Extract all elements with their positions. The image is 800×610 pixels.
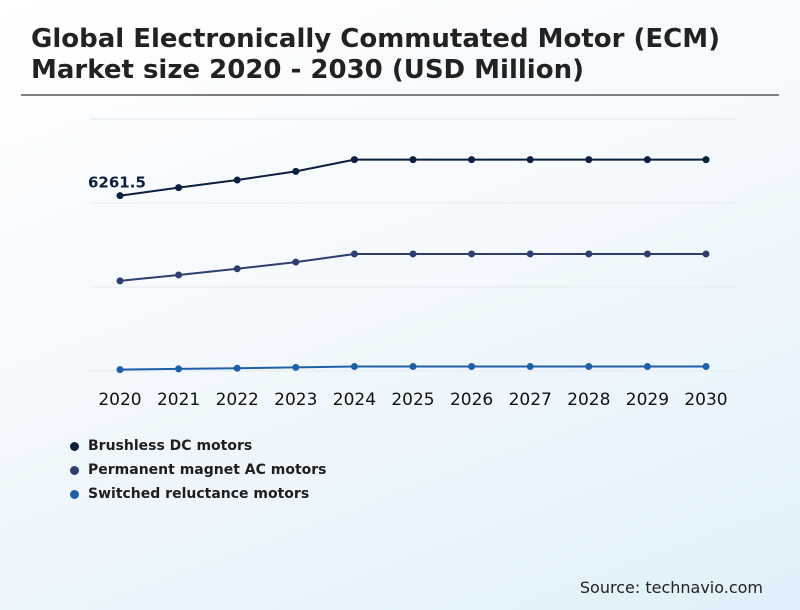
legend-item-switched-reluctance: Switched reluctance motors (70, 482, 327, 506)
data-point (175, 271, 183, 279)
data-label: 6261.5 (88, 174, 146, 192)
data-point (116, 277, 124, 285)
value-labels: 6261.5 (88, 174, 146, 192)
data-point (409, 156, 417, 164)
legend-label: Switched reluctance motors (88, 486, 310, 502)
data-point (468, 363, 476, 371)
data-point (116, 192, 124, 200)
x-tick-label: 2028 (567, 390, 610, 410)
x-tick-label: 2027 (509, 390, 552, 410)
data-point (233, 364, 241, 372)
legend-item-permanent-magnet-ac: Permanent magnet AC motors (70, 458, 327, 482)
data-point (526, 156, 534, 164)
line-chart: 6261.5 2020 2021 2022 2023 2024 2025 2026 2027 2… (88, 118, 736, 410)
gridlines (90, 118, 736, 372)
series-lines (116, 156, 710, 374)
x-tick-label: 2025 (391, 390, 434, 410)
data-point (585, 250, 593, 258)
data-point (292, 167, 300, 175)
legend-label: Brushless DC motors (88, 438, 253, 454)
data-point (643, 363, 651, 371)
title-divider (21, 94, 779, 96)
chart-title: Global Electronically Commutated Motor (… (31, 24, 720, 85)
data-point (233, 265, 241, 273)
data-point (409, 250, 417, 258)
data-point (526, 363, 534, 371)
legend-marker (70, 441, 79, 451)
data-point (175, 184, 183, 192)
series-line (119, 252, 706, 282)
legend: Brushless DC motors Permanent magnet AC … (70, 434, 327, 506)
data-point (585, 363, 593, 371)
data-point (526, 250, 534, 258)
legend-marker (70, 489, 79, 499)
x-tick-label: 2029 (626, 390, 669, 410)
data-point (468, 250, 476, 258)
source-credit: Source: technavio.com (579, 578, 763, 597)
legend-label: Permanent magnet AC motors (88, 462, 327, 478)
data-point (702, 363, 710, 371)
data-point (233, 176, 241, 184)
data-point (643, 156, 651, 164)
data-point (350, 250, 358, 258)
series-line (119, 158, 706, 197)
data-point (175, 365, 183, 373)
x-tick-label: 2021 (157, 390, 200, 410)
data-point (292, 363, 300, 371)
data-point (409, 363, 417, 371)
x-tick-label: 2023 (274, 390, 317, 410)
data-point (350, 156, 358, 164)
data-point (292, 258, 300, 266)
data-point (116, 366, 124, 374)
x-tick-label: 2022 (216, 390, 259, 410)
legend-item-brushless-dc: Brushless DC motors (70, 434, 327, 458)
data-point (350, 363, 358, 371)
data-point (702, 156, 710, 164)
data-point (643, 250, 651, 258)
x-tick-label: 2024 (333, 390, 376, 410)
data-point (585, 156, 593, 164)
x-tick-label: 2026 (450, 390, 493, 410)
x-tick-label: 2030 (684, 390, 727, 410)
data-point (702, 250, 710, 258)
x-axis-ticks: 2020 2021 2022 2023 2024 2025 2026 2027 2028 2029… (98, 390, 727, 410)
data-point (468, 156, 476, 164)
x-tick-label: 2020 (98, 390, 141, 410)
legend-marker (70, 465, 79, 475)
